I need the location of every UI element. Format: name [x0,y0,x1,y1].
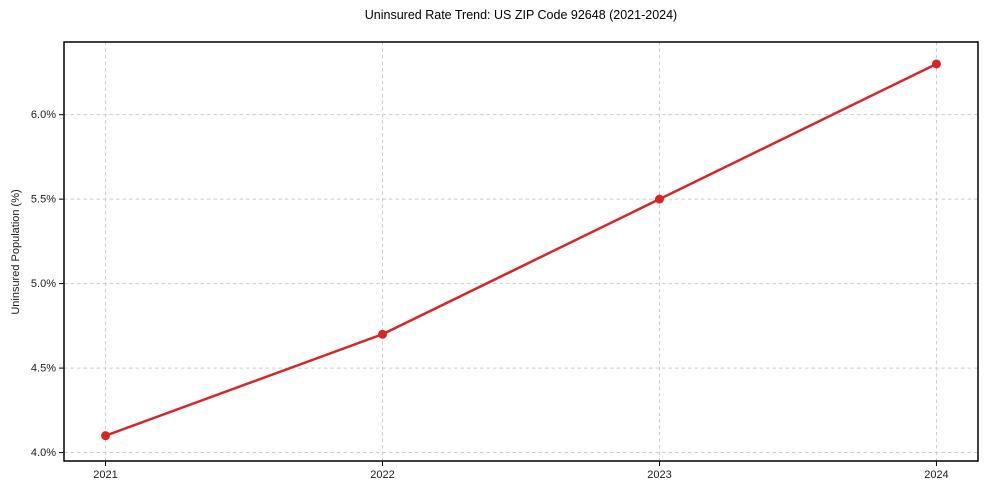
y-tick-label: 6.0% [31,109,56,121]
x-tick-label: 2023 [647,469,671,481]
x-tick-label: 2022 [370,469,394,481]
x-tick-label: 2024 [924,469,948,481]
y-tick-label: 4.5% [31,363,56,375]
trend-line [104,62,938,437]
data-point [378,329,388,339]
data-point [931,59,941,69]
y-tick-label: 4.0% [31,447,56,459]
chart-title: Uninsured Rate Trend: US ZIP Code 92648 … [364,8,678,22]
x-tick-label: 2021 [93,469,117,481]
data-point [101,431,111,441]
y-tick-label: 5.5% [31,194,56,206]
data-point [654,194,664,204]
plot-border [63,41,979,462]
y-tick-label: 5.0% [31,278,56,290]
